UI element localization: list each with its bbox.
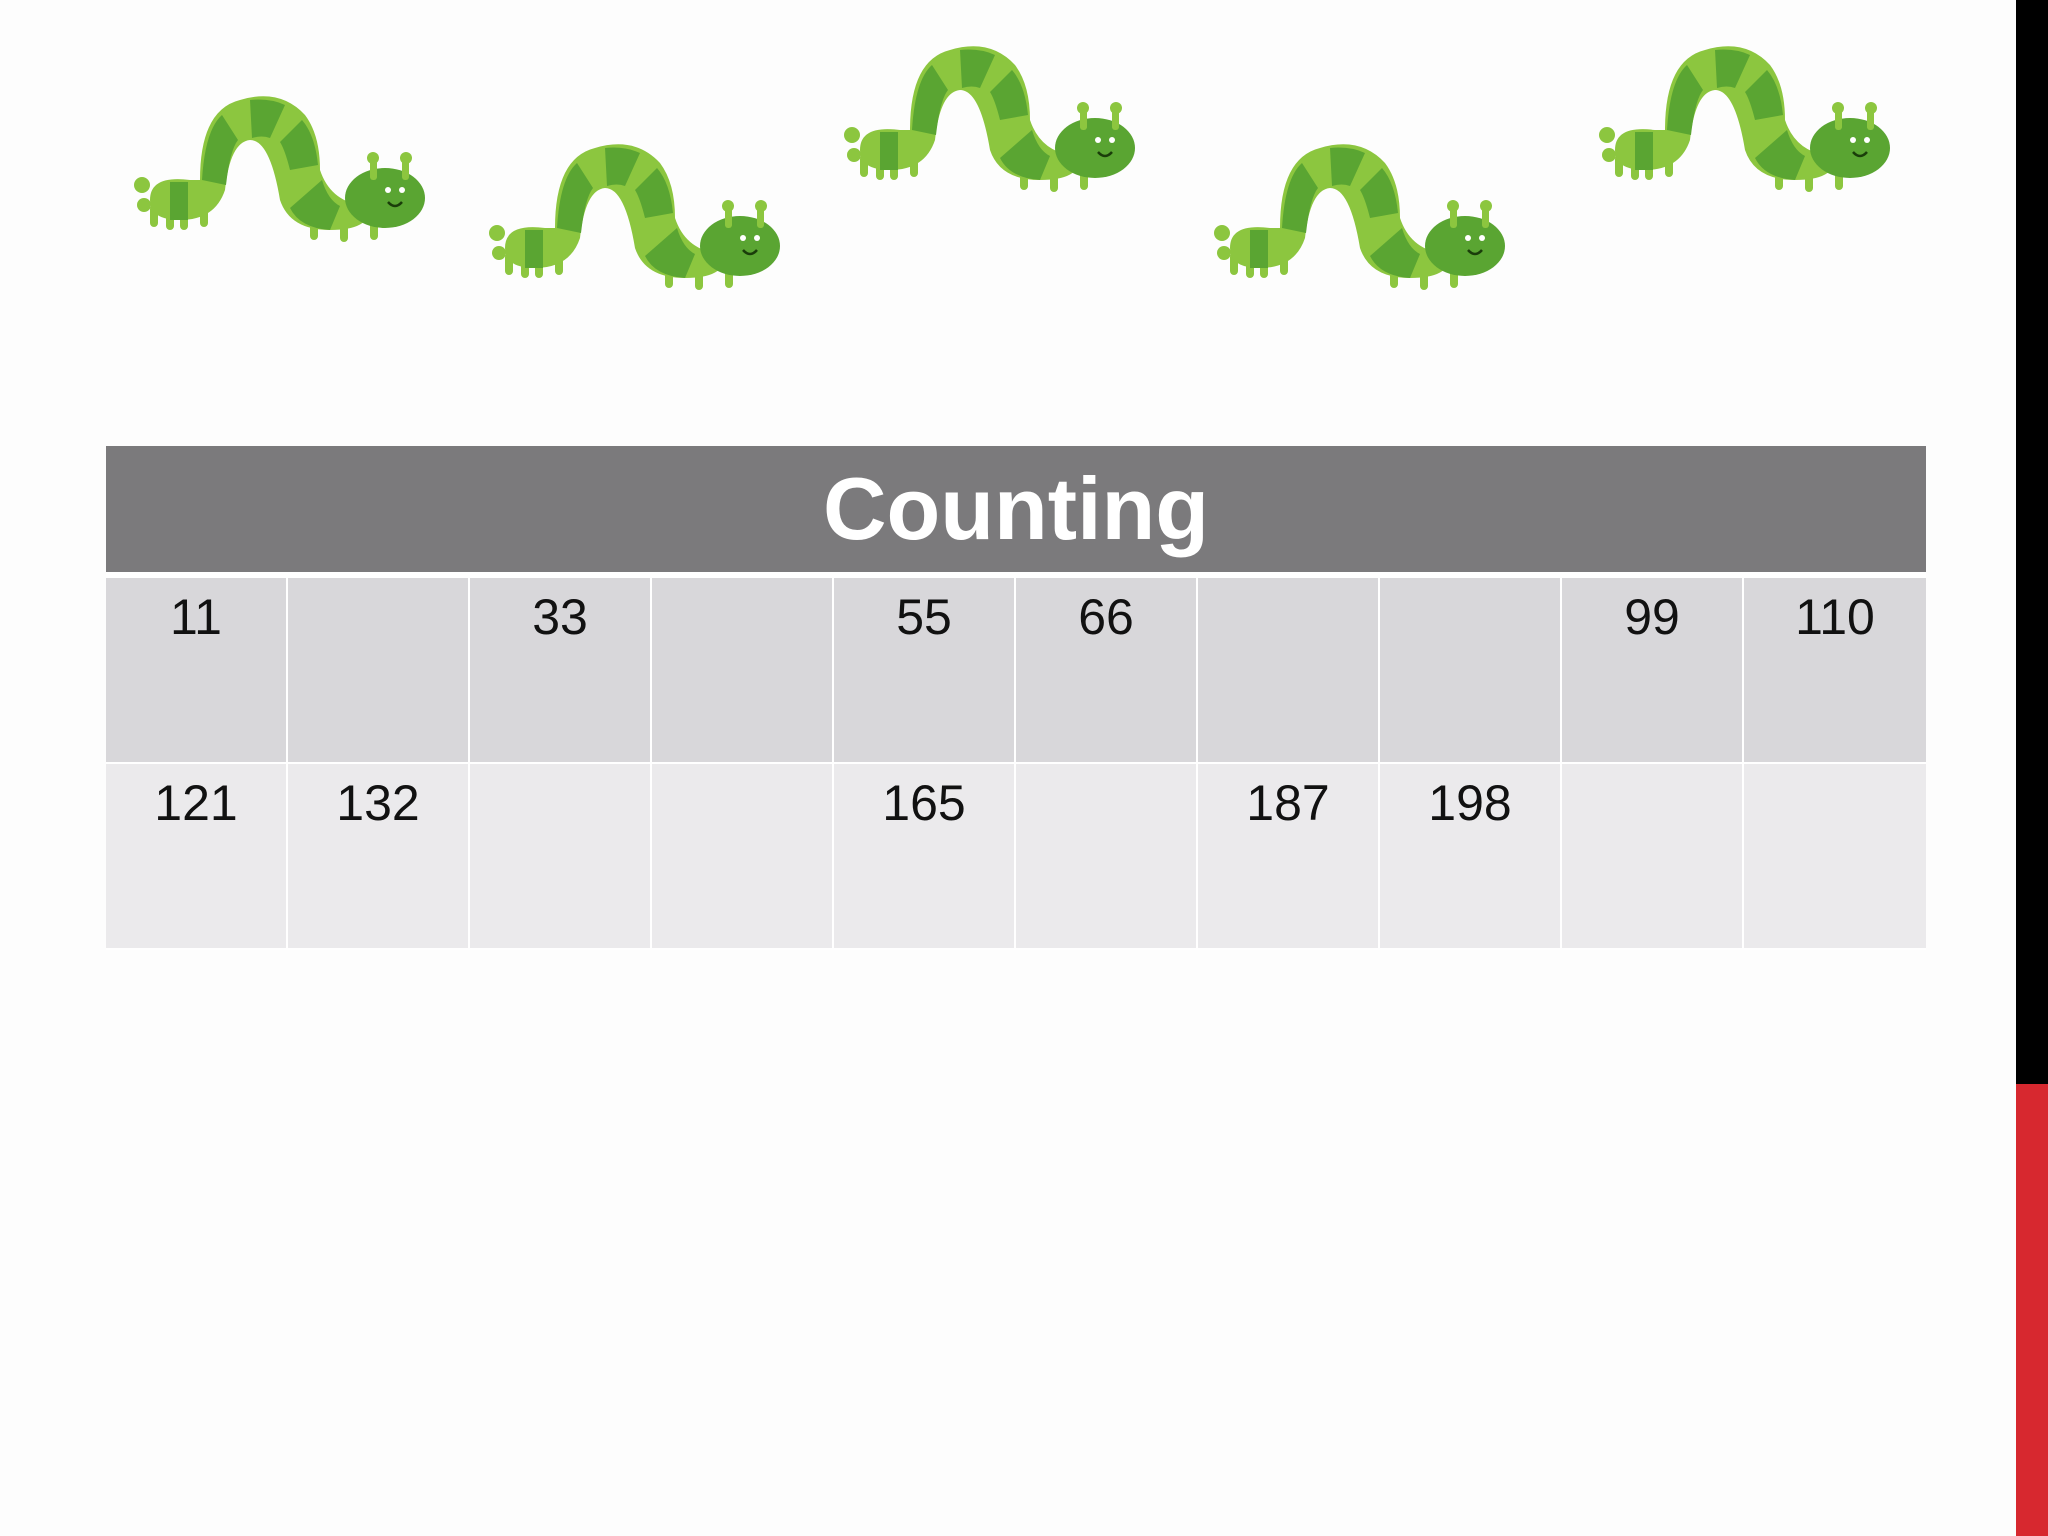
table-cell: 33 — [470, 578, 652, 764]
table-cell: 121 — [106, 764, 288, 950]
table-cell: 198 — [1380, 764, 1562, 950]
caterpillar-image-1 — [130, 80, 430, 260]
right-accent-bar-black — [2016, 0, 2048, 1084]
table-cell: 11 — [106, 578, 288, 764]
table-cell: 110 — [1744, 578, 1926, 764]
table-cell — [652, 764, 834, 950]
table-cell: 132 — [288, 764, 470, 950]
table-cell: 55 — [834, 578, 1016, 764]
caterpillar-image-5 — [1595, 30, 1895, 210]
table-cell: 165 — [834, 764, 1016, 950]
table-header-row: Counting — [106, 446, 1926, 578]
table-cell — [1380, 578, 1562, 764]
caterpillar-image-4 — [1210, 128, 1510, 308]
table-cell: 99 — [1562, 578, 1744, 764]
table-cell — [1744, 764, 1926, 950]
table-cell — [470, 764, 652, 950]
caterpillar-image-3 — [840, 30, 1140, 210]
table-cell — [1198, 578, 1380, 764]
table-cell — [1562, 764, 1744, 950]
table-cell: 66 — [1016, 578, 1198, 764]
table-cell — [1016, 764, 1198, 950]
table-row: 121 132 165 187 198 — [106, 764, 1926, 950]
table-header-title: Counting — [106, 446, 1926, 578]
table-cell: 187 — [1198, 764, 1380, 950]
table-row: 11 33 55 66 99 110 — [106, 578, 1926, 764]
right-accent-bar-red — [2016, 1084, 2048, 1536]
table-cell — [288, 578, 470, 764]
counting-table: Counting 11 33 55 66 99 110 121 132 — [106, 446, 1926, 950]
caterpillar-image-2 — [485, 128, 785, 308]
table-cell — [652, 578, 834, 764]
